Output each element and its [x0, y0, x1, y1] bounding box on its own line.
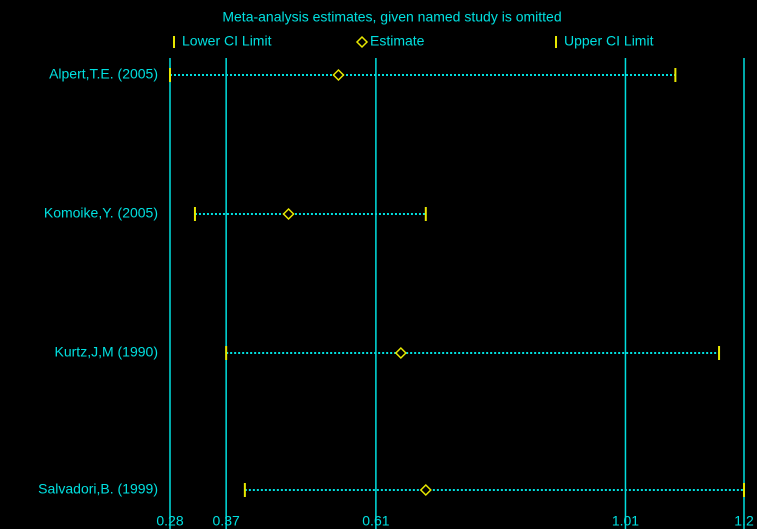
chart-title: Meta-analysis estimates, given named stu…: [222, 9, 561, 25]
estimate: [394, 346, 407, 360]
legend-label: Upper CI Limit: [564, 33, 654, 49]
x-tick-label: 1.01: [612, 513, 639, 529]
y-tick-label: Alpert,T.E. (2005): [49, 66, 158, 82]
estimate: [332, 68, 345, 82]
legend-marker: [355, 35, 369, 49]
x-tick-label: 0.37: [213, 513, 240, 529]
estimate: [282, 207, 295, 221]
y-tick-label: Salvadori,B. (1999): [38, 481, 158, 497]
legend-label: Estimate: [370, 33, 425, 49]
x-tick-label: 0.61: [362, 513, 389, 529]
y-tick-label: Komoike,Y. (2005): [44, 205, 158, 221]
x-tick-label: 1.2: [734, 513, 754, 529]
legend-label: Lower CI Limit: [182, 33, 272, 49]
estimate: [419, 483, 432, 497]
y-tick-label: Kurtz,J,M (1990): [55, 344, 158, 360]
x-tick-label: 0.28: [156, 513, 183, 529]
